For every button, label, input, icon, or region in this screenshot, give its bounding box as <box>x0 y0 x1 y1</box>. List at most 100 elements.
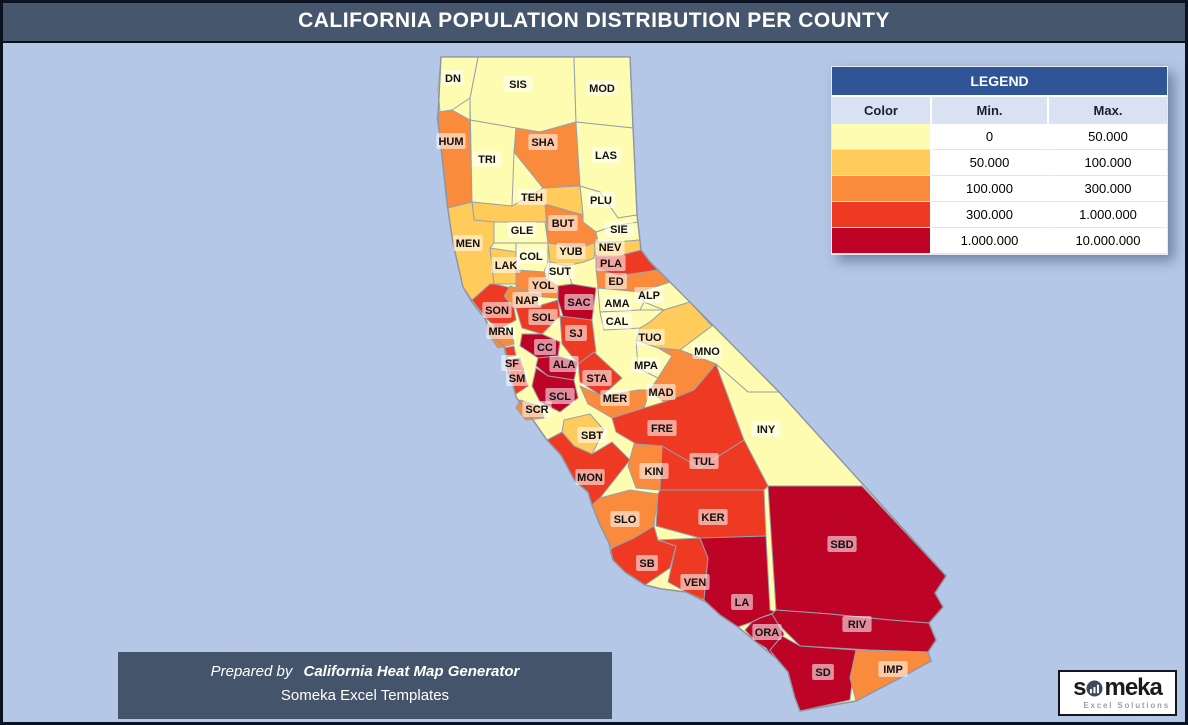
county-label-CAL: CAL <box>606 316 629 328</box>
county-label-halo-STA <box>582 370 612 386</box>
county-label-halo-SUT <box>545 263 575 279</box>
county-label-NEV: NEV <box>599 242 622 254</box>
county-label-halo-ALP <box>634 287 664 303</box>
county-label-VEN: VEN <box>684 577 707 589</box>
county-LA[interactable] <box>699 535 777 628</box>
county-label-halo-HUM <box>436 133 466 149</box>
legend-max-value: 1.000.000 <box>1049 202 1167 228</box>
county-label-halo-ALA <box>549 356 579 372</box>
county-label-halo-TUO <box>635 329 665 345</box>
county-label-halo-SCR <box>522 401 552 417</box>
logo-text-s: s <box>1073 674 1086 701</box>
county-label-SHA: SHA <box>531 137 554 149</box>
county-label-halo-VEN <box>680 574 710 590</box>
county-label-SUT: SUT <box>549 266 571 278</box>
legend-row-1: 0 50.000 <box>832 124 1167 150</box>
county-label-RIV: RIV <box>848 619 867 631</box>
credit-line1: Prepared by California Heat Map Generato… <box>118 663 612 680</box>
county-label-halo-SIE <box>604 221 634 237</box>
county-label-halo-SHA <box>528 134 558 150</box>
county-label-halo-CC <box>534 339 556 355</box>
county-label-INY: INY <box>757 424 776 436</box>
county-label-halo-RIV <box>842 616 872 632</box>
county-label-SIS: SIS <box>509 79 527 91</box>
county-label-MON: MON <box>577 472 603 484</box>
county-label-halo-AMA <box>602 295 632 311</box>
county-label-ED: ED <box>608 276 623 288</box>
county-label-halo-YOL <box>528 277 558 293</box>
legend-swatch-4 <box>832 202 932 228</box>
county-label-TUL: TUL <box>693 456 715 468</box>
county-label-halo-SIS <box>503 76 533 92</box>
state-border <box>437 56 947 712</box>
county-label-halo-DN <box>442 70 464 86</box>
legend-col-color: Color <box>832 97 932 124</box>
county-label-PLU: PLU <box>590 195 612 207</box>
county-label-halo-NAP <box>512 292 542 308</box>
county-label-MPA: MPA <box>634 360 658 372</box>
county-label-halo-SD <box>812 664 834 680</box>
county-label-halo-SJ <box>565 325 587 341</box>
legend-min-value: 50.000 <box>932 150 1049 176</box>
county-label-MER: MER <box>603 393 628 405</box>
county-label-YUB: YUB <box>559 246 582 258</box>
legend-swatch-5 <box>832 228 932 254</box>
county-label-halo-SON <box>482 302 512 318</box>
county-label-TEH: TEH <box>521 192 543 204</box>
county-label-halo-SM <box>506 370 528 386</box>
legend-swatch-2 <box>832 150 932 176</box>
county-label-SF: SF <box>505 358 519 370</box>
county-label-MAD: MAD <box>648 387 673 399</box>
county-label-halo-INY <box>751 421 781 437</box>
county-label-NAP: NAP <box>515 295 538 307</box>
county-label-halo-TUL <box>689 453 719 469</box>
county-label-YOL: YOL <box>532 280 555 292</box>
legend-min-value: 100.000 <box>932 176 1049 202</box>
legend-rows: 0 50.000 50.000 100.000 100.000 300.000 300.00… <box>832 124 1167 254</box>
county-label-SAC: SAC <box>567 297 590 309</box>
county-label-halo-MNO <box>692 343 722 359</box>
county-label-halo-MER <box>600 390 630 406</box>
county-label-halo-TRI <box>472 151 502 167</box>
county-label-BUT: BUT <box>552 218 575 230</box>
legend-max-value: 100.000 <box>1049 150 1167 176</box>
county-label-PLA: PLA <box>600 258 622 270</box>
county-label-halo-MEN <box>453 235 483 251</box>
legend-row-3: 100.000 300.000 <box>832 176 1167 202</box>
county-label-COL: COL <box>519 251 543 263</box>
county-label-FRE: FRE <box>651 423 673 435</box>
county-label-TUO: TUO <box>638 332 662 344</box>
county-label-halo-COL <box>516 248 546 264</box>
county-label-halo-KER <box>698 509 728 525</box>
county-label-halo-LAK <box>491 257 521 273</box>
county-SIS[interactable] <box>469 56 577 133</box>
county-label-SD: SD <box>815 667 830 679</box>
county-label-halo-SLO <box>610 511 640 527</box>
logo-text-meka: meka <box>1104 674 1162 701</box>
county-label-KIN: KIN <box>645 466 664 478</box>
county-label-HUM: HUM <box>438 136 463 148</box>
legend-row-2: 50.000 100.000 <box>832 150 1167 176</box>
county-label-SCR: SCR <box>525 404 548 416</box>
legend-header-row: Color Min. Max. <box>832 97 1167 124</box>
county-label-halo-SBT <box>577 427 607 443</box>
legend-swatch-3 <box>832 176 932 202</box>
county-label-MNO: MNO <box>694 346 720 358</box>
county-label-halo-LA <box>731 594 753 610</box>
county-label-KER: KER <box>701 512 724 524</box>
county-label-halo-ORA <box>752 624 782 640</box>
county-label-SIE: SIE <box>610 224 628 236</box>
legend-row-5: 1.000.000 10.000.000 <box>832 228 1167 254</box>
legend-col-max: Max. <box>1049 97 1167 124</box>
credit-line2: Someka Excel Templates <box>280 687 450 704</box>
county-label-SLO: SLO <box>614 514 637 526</box>
county-label-halo-NEV <box>595 239 625 255</box>
county-SBD[interactable] <box>767 485 947 624</box>
county-label-halo-IMP <box>878 661 908 677</box>
county-label-SB: SB <box>639 558 654 570</box>
product-name: California Heat Map Generator <box>303 663 520 680</box>
logo-subtitle: Excel Solutions <box>1083 701 1170 710</box>
county-label-ORA: ORA <box>755 627 780 639</box>
